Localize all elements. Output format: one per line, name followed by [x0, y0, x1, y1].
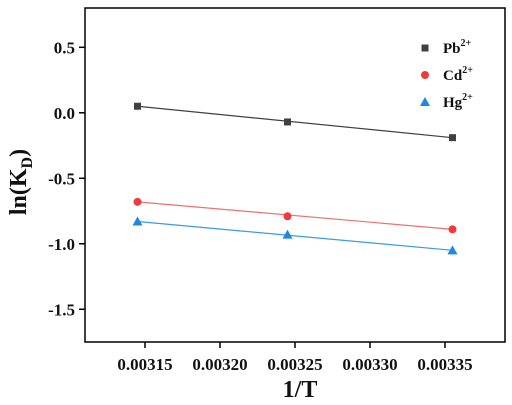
axis-ticks — [79, 46, 446, 348]
y-axis-title: ln(KD) — [6, 149, 36, 215]
data-point-pb — [134, 102, 141, 110]
plot-border — [84, 7, 506, 343]
y-tick-label: 0.5 — [54, 38, 75, 57]
x-axis-title: 1/T — [283, 377, 318, 403]
data-markers — [132, 102, 458, 255]
x-tick-label: 0.00335 — [417, 355, 472, 374]
data-point-hg — [282, 229, 293, 239]
data-point-pb — [449, 134, 456, 142]
data-point-cd — [283, 212, 292, 221]
legend-label-cd: Cd2+ — [443, 65, 473, 84]
data-point-hg — [447, 245, 458, 255]
y-tick-label: -0.5 — [48, 169, 75, 188]
y-axis-title-main: ln(K — [6, 168, 32, 215]
data-point-cd — [133, 197, 142, 206]
x-tick-label: 0.00330 — [342, 355, 397, 374]
legend-marker-hg — [420, 97, 430, 106]
data-point-hg — [132, 216, 143, 226]
data-point-pb — [284, 118, 291, 126]
y-tick-label: -1.0 — [48, 235, 75, 254]
fit-line-pb — [137, 105, 453, 139]
x-tick-label: 0.00315 — [117, 355, 172, 374]
tick-labels: 0.00315 0.00320 0.00325 0.00330 0.00335 0.5 0.… — [48, 38, 473, 374]
legend-label-hg: Hg2+ — [443, 92, 473, 111]
y-axis-title-close: ) — [6, 149, 32, 157]
fit-line-cd — [137, 201, 453, 230]
plot-frame — [84, 7, 506, 343]
x-tick-label: 0.00325 — [267, 355, 322, 374]
data-point-cd — [448, 225, 457, 234]
y-axis-title-subscript: D — [19, 157, 36, 169]
legend-marker-cd — [421, 71, 429, 79]
y-tick-label: -1.5 — [48, 300, 75, 319]
y-tick-label: 0.0 — [54, 104, 75, 123]
legend-marker-pb — [421, 44, 429, 52]
fit-lines — [137, 105, 453, 251]
legend-label-pb: Pb2+ — [443, 38, 472, 57]
fit-line-hg — [137, 220, 453, 251]
legend: Pb2+ Cd2+ Hg2+ — [420, 38, 473, 111]
x-tick-label: 0.00320 — [192, 355, 247, 374]
